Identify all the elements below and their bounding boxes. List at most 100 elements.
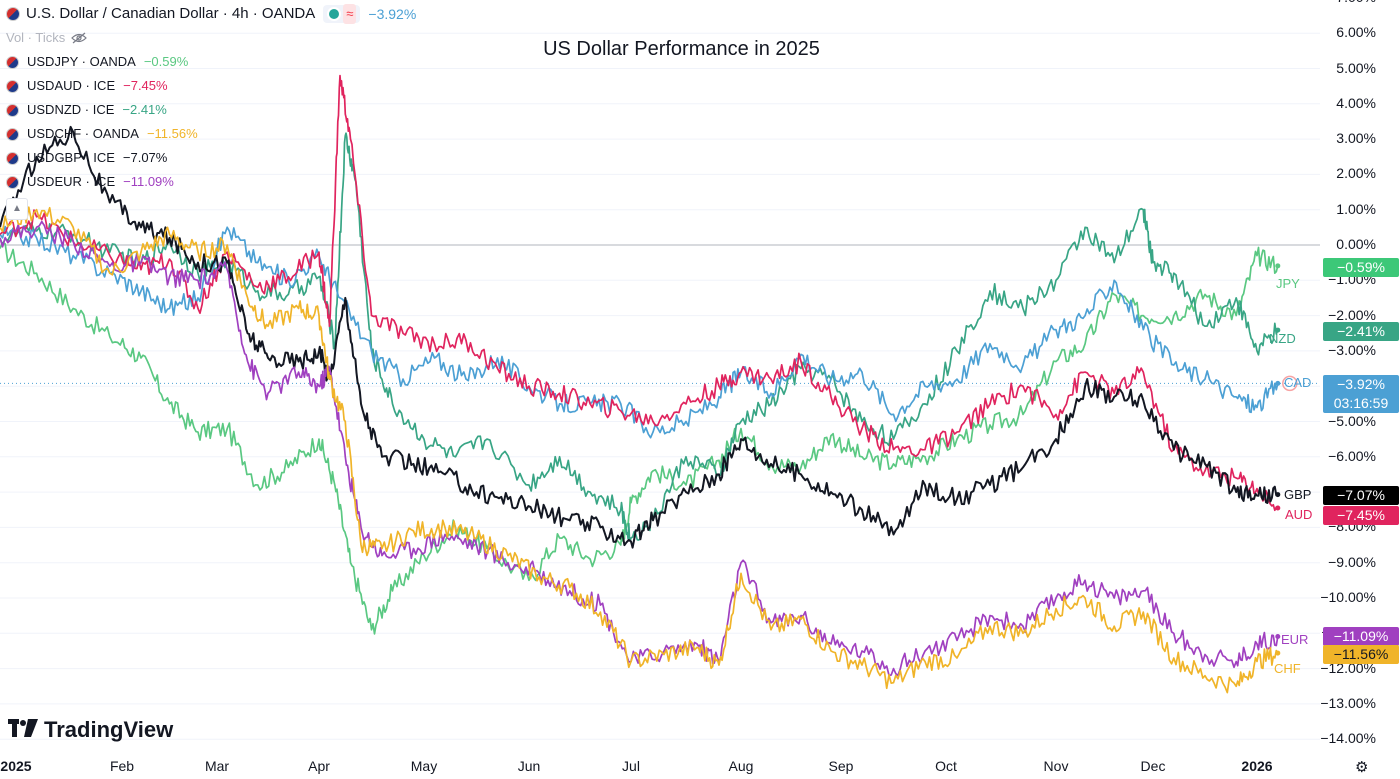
compare-symbol-change: −11.09% xyxy=(123,174,174,189)
value-box-chf: −11.56% xyxy=(1323,644,1399,664)
x-tick-label: Apr xyxy=(308,758,330,774)
currency-flag-icon xyxy=(6,151,19,165)
tv-logo-icon xyxy=(8,717,38,743)
value-box-cad: −3.92% 03:16:59 xyxy=(1323,375,1399,414)
series-name-eur: EUR xyxy=(1281,632,1309,648)
x-tick-label: Aug xyxy=(728,758,754,774)
main-symbol-title: U.S. Dollar / Canadian Dollar · 4h · OAN… xyxy=(26,5,316,22)
chevron-up-icon[interactable]: ▲ xyxy=(6,198,28,220)
main-symbol-change: −3.92% xyxy=(368,6,417,22)
compare-symbols-list: USDJPY · OANDA −0.59% USDAUD · ICE −7.45% US… xyxy=(6,52,416,192)
y-tick-label: −6.00% xyxy=(1328,447,1376,464)
x-tick-label: May xyxy=(410,758,438,774)
series-name-aud: AUD xyxy=(1285,507,1313,523)
y-tick-label: −3.00% xyxy=(1328,341,1376,358)
countdown-timer: 03:16:59 xyxy=(1333,395,1389,412)
series-end-point-cad xyxy=(1275,380,1281,386)
currency-flag-icon xyxy=(6,79,19,93)
tradingview-logo[interactable]: TradingView xyxy=(8,717,173,743)
compare-symbol-change: −0.59% xyxy=(143,54,189,69)
x-tick-label: Feb xyxy=(109,758,135,774)
y-tick-label: −13.00% xyxy=(1320,694,1376,711)
series-line-chf xyxy=(0,205,1279,694)
compare-symbol-label: USDEUR · ICE xyxy=(27,174,116,189)
value-box-text: −0.59% xyxy=(1337,259,1385,276)
series-line-gbp xyxy=(0,125,1279,549)
value-box-text: −11.09% xyxy=(1333,627,1389,644)
y-tick-label: 1.00% xyxy=(1336,200,1376,217)
series-line-cad xyxy=(0,225,1279,439)
y-tick-label: 0.00% xyxy=(1336,236,1376,252)
currency-flag-icon xyxy=(6,103,19,117)
x-tick-label: Jun xyxy=(517,758,541,774)
legend-panel: U.S. Dollar / Canadian Dollar · 4h · OAN… xyxy=(6,4,416,220)
x-tick-label: 2025 xyxy=(0,758,32,774)
compare-symbol-label: USDAUD · ICE xyxy=(27,78,116,93)
series-end-point-chf xyxy=(1275,650,1281,656)
value-box-aud: −7.45% xyxy=(1323,505,1399,525)
value-box-text: −3.92% xyxy=(1337,376,1385,393)
series-end-point-aud xyxy=(1275,505,1281,511)
y-tick-label: 4.00% xyxy=(1336,94,1376,111)
value-box-text: −2.41% xyxy=(1337,322,1385,339)
series-name-jpy: JPY xyxy=(1276,275,1300,291)
main-symbol-row[interactable]: U.S. Dollar / Canadian Dollar · 4h · OAN… xyxy=(6,4,416,24)
series-name-cad: CAD xyxy=(1284,375,1312,391)
eye-off-icon[interactable] xyxy=(71,32,88,44)
volume-row[interactable]: Vol · Ticks xyxy=(6,28,416,48)
wave-icon: ≈ xyxy=(343,4,357,24)
us-canada-flag-icon xyxy=(6,7,20,21)
series-line-eur xyxy=(0,220,1279,677)
series-name-gbp: GBP xyxy=(1284,486,1312,502)
x-tick-label: Nov xyxy=(1043,758,1069,774)
compare-symbol-row[interactable]: USDNZD · ICE −2.41% xyxy=(6,100,416,120)
x-tick-label: Sep xyxy=(828,758,854,774)
value-box-eur: −11.09% xyxy=(1323,626,1399,646)
series-end-point-nzd xyxy=(1275,327,1281,333)
brand-name: TradingView xyxy=(44,717,174,742)
series-line-aud xyxy=(0,74,1279,512)
series-end-point-jpy xyxy=(1275,263,1281,269)
y-tick-label: −10.00% xyxy=(1320,589,1376,605)
y-tick-label: −5.00% xyxy=(1328,412,1376,429)
series-line-jpy xyxy=(0,241,1279,635)
status-badge[interactable]: ≈ xyxy=(323,4,361,24)
y-tick-label: −14.00% xyxy=(1320,730,1376,747)
y-tick-label: −2.00% xyxy=(1328,306,1376,323)
compare-symbol-change: −7.45% xyxy=(123,78,168,93)
compare-symbol-row[interactable]: USDJPY · OANDA −0.59% xyxy=(6,52,416,72)
compare-symbol-change: −2.41% xyxy=(122,102,167,117)
x-tick-label: Oct xyxy=(935,758,957,774)
compare-symbol-row[interactable]: USDAUD · ICE −7.45% xyxy=(6,76,416,96)
x-tick-label: 2026 xyxy=(1241,758,1273,774)
compare-symbol-label: USDCHF · OANDA xyxy=(27,126,139,141)
compare-symbol-change: −11.56% xyxy=(146,126,198,141)
x-tick-label: Jul xyxy=(622,758,640,774)
market-open-dot-icon xyxy=(327,7,342,21)
currency-flag-icon xyxy=(6,127,19,141)
value-box-text: −7.45% xyxy=(1337,506,1385,523)
series-name-nzd: NZD xyxy=(1269,330,1296,346)
series-end-point-eur xyxy=(1275,633,1281,639)
gear-icon[interactable]: ⚙ xyxy=(1355,759,1369,776)
y-tick-label: 7.00% xyxy=(1336,0,1376,5)
compare-symbol-change: −7.07% xyxy=(122,150,168,165)
compare-symbol-row[interactable]: USDEUR · ICE −11.09% xyxy=(6,172,416,192)
value-box-gbp: −7.07% xyxy=(1323,485,1399,505)
compare-symbol-row[interactable]: USDGBP · ICE −7.07% xyxy=(6,148,416,168)
value-box-jpy: −0.59% xyxy=(1323,258,1399,278)
compare-symbol-label: USDNZD · ICE xyxy=(27,102,115,117)
y-tick-label: 5.00% xyxy=(1336,59,1376,76)
compare-symbol-label: USDGBP · ICE xyxy=(27,150,115,165)
value-box-text: −11.56% xyxy=(1333,645,1389,662)
y-tick-label: −9.00% xyxy=(1328,553,1376,570)
compare-symbol-label: USDJPY · OANDA xyxy=(27,54,136,69)
compare-symbol-row[interactable]: USDCHF · OANDA −11.56% xyxy=(6,124,416,144)
chart-title: US Dollar Performance in 2025 xyxy=(543,38,820,60)
volume-label: Vol · Ticks xyxy=(6,30,66,45)
series-end-point-gbp xyxy=(1275,492,1281,498)
value-box-nzd: −2.41% xyxy=(1323,321,1399,341)
value-box-text: −7.07% xyxy=(1337,486,1385,503)
series-name-chf: CHF xyxy=(1274,660,1301,676)
